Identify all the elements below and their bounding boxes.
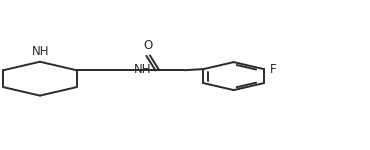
- Text: NH: NH: [32, 45, 50, 58]
- Text: NH: NH: [134, 63, 151, 76]
- Text: O: O: [144, 39, 153, 52]
- Text: F: F: [270, 63, 276, 76]
